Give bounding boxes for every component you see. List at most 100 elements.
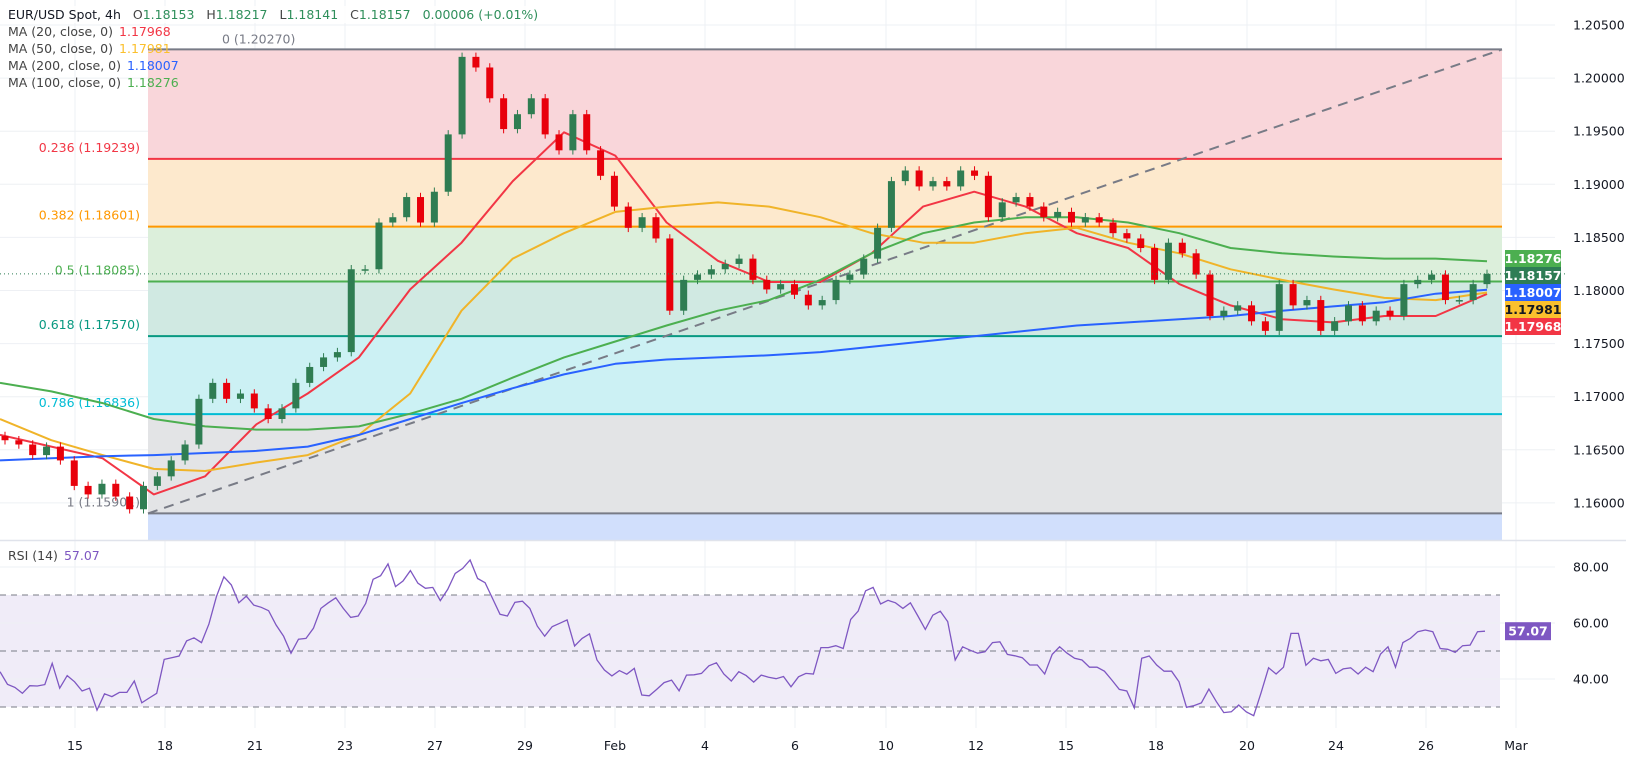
candle — [1248, 301, 1256, 326]
price-tick-label[interactable]: 1.19000 — [1573, 177, 1625, 192]
candle — [1372, 306, 1380, 326]
time-tick-label[interactable]: 15 — [1058, 738, 1074, 753]
ma-legend-item[interactable]: MA (20, close, 0) 1.17968 — [8, 23, 171, 40]
ma-legend-value: 1.17981 — [119, 41, 171, 56]
ma-legend-item[interactable]: MA (50, close, 0) 1.17981 — [8, 40, 171, 57]
time-tick-label[interactable]: 10 — [878, 738, 894, 753]
candle-body — [375, 222, 383, 270]
candle-body — [472, 56, 480, 68]
candle-body — [43, 446, 51, 456]
candle-body — [1414, 279, 1422, 285]
fib-band-0.382 — [148, 226, 1502, 282]
candle — [1234, 301, 1242, 315]
candle — [694, 270, 702, 285]
time-tick-label[interactable]: 18 — [157, 738, 173, 753]
price-tag[interactable]: 1.18276 — [1505, 250, 1562, 267]
time-tick-label[interactable]: 4 — [701, 738, 709, 753]
candle — [1026, 192, 1034, 211]
candle-body — [541, 98, 549, 135]
ma-legend-item[interactable]: MA (200, close, 0) 1.18007 — [8, 57, 179, 74]
candle — [1344, 301, 1352, 326]
price-tag-bg — [1505, 301, 1561, 318]
rsi-tick-label[interactable]: 40.00 — [1573, 672, 1609, 687]
chart-legend: EUR/USD Spot, 4h O1.18153 H1.18217 L1.18… — [8, 6, 549, 91]
candle — [1109, 218, 1117, 238]
price-tag[interactable]: 1.17968 — [1505, 318, 1562, 335]
candle-body — [70, 460, 78, 486]
time-tick-label[interactable]: Feb — [604, 738, 626, 753]
time-tick-label[interactable]: 12 — [968, 738, 984, 753]
rsi-label[interactable]: RSI (14) — [8, 548, 58, 563]
time-tick-label[interactable]: 18 — [1148, 738, 1164, 753]
time-tick-label[interactable]: 20 — [1239, 738, 1255, 753]
candle — [264, 404, 272, 424]
fib-level-label: 0.382 (1.18601) — [39, 208, 140, 223]
candle — [292, 378, 300, 413]
candle-body — [790, 284, 798, 295]
candle — [1137, 234, 1145, 253]
candle — [29, 440, 37, 460]
price-tick-label[interactable]: 1.18000 — [1573, 283, 1625, 298]
candle-body — [126, 496, 134, 510]
candle-body — [403, 197, 411, 218]
candle-body — [1372, 310, 1380, 322]
candle-body — [513, 114, 521, 130]
candle-body — [181, 444, 189, 461]
price-tick-label[interactable]: 1.20500 — [1573, 18, 1625, 33]
open-label: O — [132, 7, 143, 22]
time-tick-label[interactable]: 29 — [517, 738, 533, 753]
candle — [804, 290, 812, 310]
time-tick-label[interactable]: 15 — [67, 738, 83, 753]
time-tick-label[interactable]: 21 — [247, 738, 263, 753]
price-tick-label[interactable]: 1.17500 — [1573, 336, 1625, 351]
symbol-title[interactable]: EUR/USD Spot, 4h — [8, 7, 121, 22]
price-tick-label[interactable]: 1.20000 — [1573, 71, 1625, 86]
time-tick-label[interactable]: 24 — [1328, 738, 1344, 753]
candle — [957, 166, 965, 191]
time-tick-label[interactable]: 26 — [1418, 738, 1434, 753]
candle — [1206, 270, 1214, 321]
price-tag[interactable]: 1.18157 — [1505, 267, 1562, 284]
candle-body — [804, 294, 812, 306]
candle-body — [763, 279, 771, 290]
candle-body — [1220, 310, 1228, 316]
time-axis[interactable]: 15 18 21 23 27 29 Feb 4 6 10 12 15 18 20 24 26 Mar — [67, 738, 1529, 753]
rsi-tick-label[interactable]: 60.00 — [1573, 616, 1609, 631]
candlesticks — [0, 52, 1565, 514]
fib-band-0.618 — [148, 336, 1502, 415]
price-tick-label[interactable]: 1.18500 — [1573, 230, 1625, 245]
candle — [721, 259, 729, 274]
candle — [403, 192, 411, 222]
price-tick-label[interactable]: 1.16500 — [1573, 442, 1625, 457]
trend-line[interactable] — [147, 48, 1503, 515]
candle-body — [555, 134, 563, 151]
candle — [1151, 243, 1159, 285]
candle-body — [1206, 274, 1214, 316]
price-tick-label[interactable]: 1.17000 — [1573, 389, 1625, 404]
candle-body — [957, 170, 965, 187]
ma-legend-item[interactable]: MA (100, close, 0) 1.18276 — [8, 74, 179, 91]
time-tick-label[interactable]: 6 — [791, 738, 799, 753]
price-axis[interactable]: 1.20500 1.20000 1.19500 1.19000 1.18500 1.180… — [0, 18, 1626, 761]
fib-level-label: 0.5 (1.18085) — [55, 262, 140, 277]
time-tick-label[interactable]: 23 — [337, 738, 353, 753]
candle-body — [887, 181, 895, 228]
candle — [749, 254, 757, 285]
candle — [444, 130, 452, 196]
price-tick-label[interactable]: 1.19500 — [1573, 124, 1625, 139]
candle — [1178, 238, 1186, 258]
time-axis-area[interactable] — [0, 729, 1626, 761]
price-tick-label[interactable]: 1.16000 — [1573, 495, 1625, 510]
candle — [569, 109, 577, 155]
time-tick-label[interactable]: Mar — [1504, 738, 1528, 753]
candle — [915, 166, 923, 191]
candle — [1081, 212, 1089, 227]
candle — [1, 431, 9, 445]
rsi-tick-label[interactable]: 80.00 — [1573, 560, 1609, 575]
price-tag[interactable]: 1.18007 — [1505, 284, 1562, 301]
ma-legend-label: MA (20, close, 0) — [8, 24, 114, 39]
candle-body — [264, 408, 272, 420]
time-tick-label[interactable]: 27 — [427, 738, 443, 753]
price-tag[interactable]: 1.17981 — [1505, 301, 1562, 318]
